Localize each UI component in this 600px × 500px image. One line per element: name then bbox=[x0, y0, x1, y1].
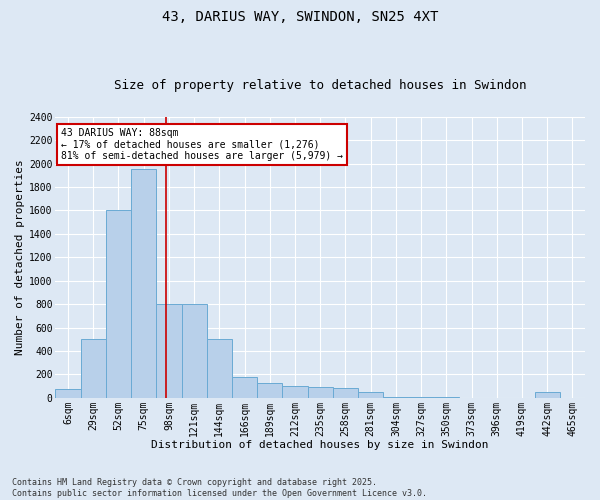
Bar bbox=[131, 170, 157, 398]
Bar bbox=[409, 397, 434, 398]
Bar bbox=[182, 304, 207, 398]
Text: 43 DARIUS WAY: 88sqm
← 17% of detached houses are smaller (1,276)
81% of semi-de: 43 DARIUS WAY: 88sqm ← 17% of detached h… bbox=[61, 128, 343, 161]
Bar bbox=[535, 392, 560, 398]
Bar bbox=[80, 340, 106, 398]
Bar bbox=[157, 304, 182, 398]
Bar bbox=[333, 388, 358, 398]
Bar bbox=[358, 392, 383, 398]
Y-axis label: Number of detached properties: Number of detached properties bbox=[15, 160, 25, 355]
Bar bbox=[106, 210, 131, 398]
Title: Size of property relative to detached houses in Swindon: Size of property relative to detached ho… bbox=[114, 79, 526, 92]
X-axis label: Distribution of detached houses by size in Swindon: Distribution of detached houses by size … bbox=[151, 440, 489, 450]
Bar bbox=[232, 378, 257, 398]
Text: 43, DARIUS WAY, SWINDON, SN25 4XT: 43, DARIUS WAY, SWINDON, SN25 4XT bbox=[162, 10, 438, 24]
Text: Contains HM Land Registry data © Crown copyright and database right 2025.
Contai: Contains HM Land Registry data © Crown c… bbox=[12, 478, 427, 498]
Bar bbox=[257, 382, 283, 398]
Bar bbox=[308, 388, 333, 398]
Bar bbox=[383, 396, 409, 398]
Bar bbox=[283, 386, 308, 398]
Bar bbox=[207, 340, 232, 398]
Bar bbox=[55, 389, 80, 398]
